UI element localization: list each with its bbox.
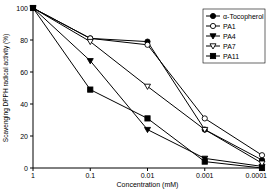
legend-marker xyxy=(210,13,215,18)
y-tick-label: 40 xyxy=(20,101,28,108)
legend-label: α-Tocopherol xyxy=(223,13,264,21)
y-axis-label: Scavenging DPPH radical activity (%) xyxy=(2,34,10,142)
point xyxy=(87,39,93,44)
legend-label: PA4 xyxy=(223,33,236,40)
plot-area xyxy=(30,5,265,170)
x-tick-label: 1 xyxy=(31,172,35,179)
point xyxy=(30,5,35,10)
point xyxy=(30,6,36,11)
y-tick-label: 100 xyxy=(16,5,28,12)
y-tick-label: 80 xyxy=(20,37,28,44)
x-tick xyxy=(204,168,205,171)
point xyxy=(30,5,35,10)
legend-label: PA1 xyxy=(223,23,236,30)
legend-marker xyxy=(210,44,216,49)
legend-label: PA11 xyxy=(223,53,239,60)
series-line xyxy=(33,8,262,166)
x-tick-label: 0.01 xyxy=(141,172,155,179)
y-axis xyxy=(33,8,34,168)
series-line xyxy=(33,8,262,168)
point xyxy=(30,6,36,11)
point xyxy=(88,87,93,92)
legend-marker xyxy=(210,23,215,28)
point xyxy=(145,127,151,132)
point xyxy=(30,5,35,10)
x-tick-label: 0.0001 xyxy=(246,172,268,179)
point xyxy=(259,153,264,158)
point xyxy=(145,84,151,89)
x-axis-label: Concentration (mM) xyxy=(117,181,179,189)
y-tick xyxy=(30,104,33,105)
point xyxy=(202,159,207,164)
x-tick xyxy=(90,168,91,171)
legend: α-Tocopherol PA1 PA4 PA7 PA11 xyxy=(203,9,265,63)
y-tick xyxy=(30,72,33,73)
point xyxy=(145,42,150,47)
y-tick xyxy=(30,136,33,137)
point xyxy=(202,127,207,132)
y-tick-label: 0 xyxy=(24,165,28,172)
x-tick xyxy=(33,168,34,171)
legend-marker xyxy=(210,53,215,58)
point xyxy=(145,116,150,121)
point xyxy=(202,127,208,132)
y-tick xyxy=(30,40,33,41)
point xyxy=(259,165,264,170)
y-tick-label: 60 xyxy=(20,69,28,76)
point xyxy=(87,59,93,64)
chart: 0 20 40 60 80 100 1 0.1 0.01 0.001 0.0001 Concentra… xyxy=(0,0,269,189)
legend-label: PA7 xyxy=(223,43,236,50)
y-tick-label: 20 xyxy=(20,133,28,140)
x-tick-label: 0.1 xyxy=(85,172,95,179)
legend-marker xyxy=(210,34,216,39)
legend-box xyxy=(203,9,265,63)
x-tick xyxy=(147,168,148,171)
point xyxy=(202,116,207,121)
x-tick-label: 0.001 xyxy=(196,172,214,179)
